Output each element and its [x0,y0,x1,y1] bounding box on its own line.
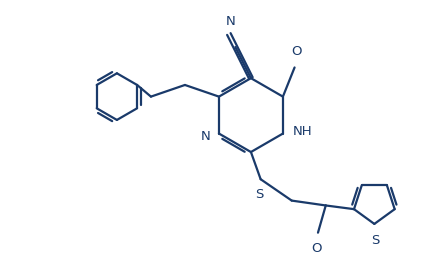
Text: O: O [311,242,321,255]
Text: S: S [371,234,380,247]
Text: O: O [291,45,302,58]
Text: NH: NH [293,125,312,138]
Text: S: S [256,188,264,201]
Text: N: N [226,15,235,28]
Text: N: N [200,130,210,143]
